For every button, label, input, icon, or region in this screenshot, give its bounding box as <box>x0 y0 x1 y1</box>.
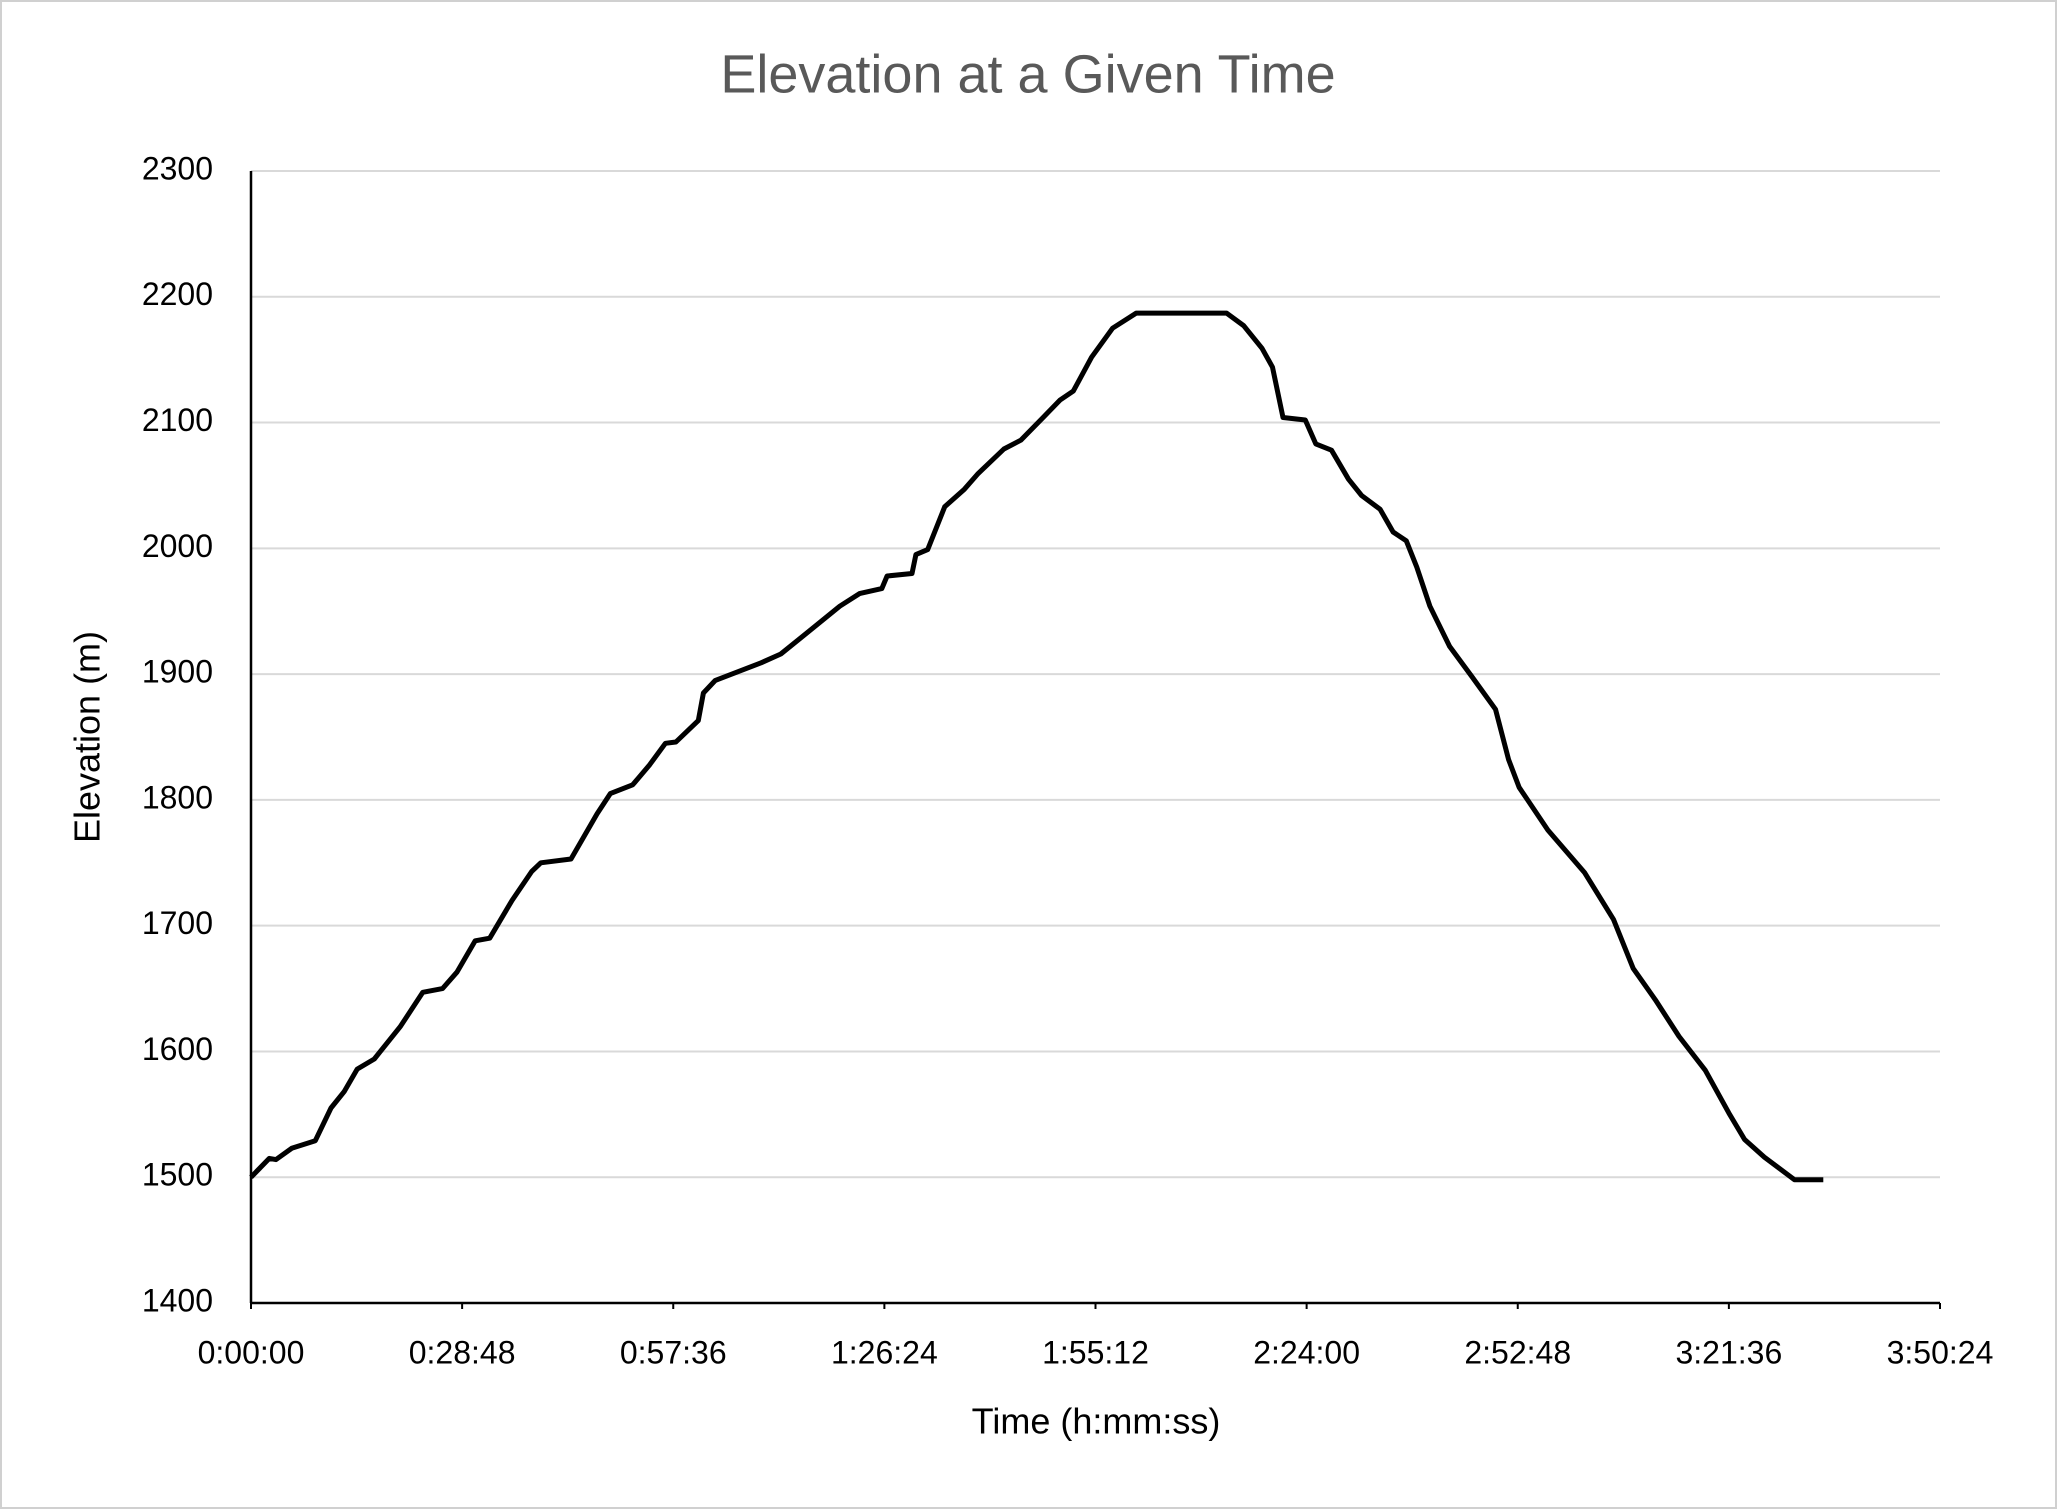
y-tick-label: 1900 <box>142 654 213 690</box>
y-tick-label: 2200 <box>142 276 213 312</box>
chart-title: Elevation at a Given Time <box>720 44 1335 104</box>
y-tick-label: 1600 <box>142 1031 213 1067</box>
x-tick-label: 2:24:00 <box>1253 1334 1360 1370</box>
x-axis-label: Time (h:mm:ss) <box>972 1401 1221 1442</box>
y-tick-label: 1400 <box>142 1282 213 1318</box>
y-tick-label: 2100 <box>142 402 213 438</box>
x-tick-label: 1:26:24 <box>831 1334 938 1370</box>
x-tick-label: 0:57:36 <box>620 1334 727 1370</box>
x-tick-label: 3:50:24 <box>1887 1334 1994 1370</box>
y-tick-label: 2300 <box>142 150 213 186</box>
y-axis-label: Elevation (m) <box>67 631 108 843</box>
x-tick-label: 0:28:48 <box>409 1334 516 1370</box>
x-tick-label: 1:55:12 <box>1042 1334 1149 1370</box>
x-tick-label: 0:00:00 <box>198 1334 305 1370</box>
y-tick-label: 1500 <box>142 1157 213 1193</box>
y-tick-label: 1800 <box>142 779 213 815</box>
x-tick-label: 3:21:36 <box>1675 1334 1782 1370</box>
x-tick-label: 2:52:48 <box>1464 1334 1571 1370</box>
y-tick-label: 2000 <box>142 528 213 564</box>
data-line <box>249 310 1824 1183</box>
y-tick-label: 1700 <box>142 905 213 941</box>
